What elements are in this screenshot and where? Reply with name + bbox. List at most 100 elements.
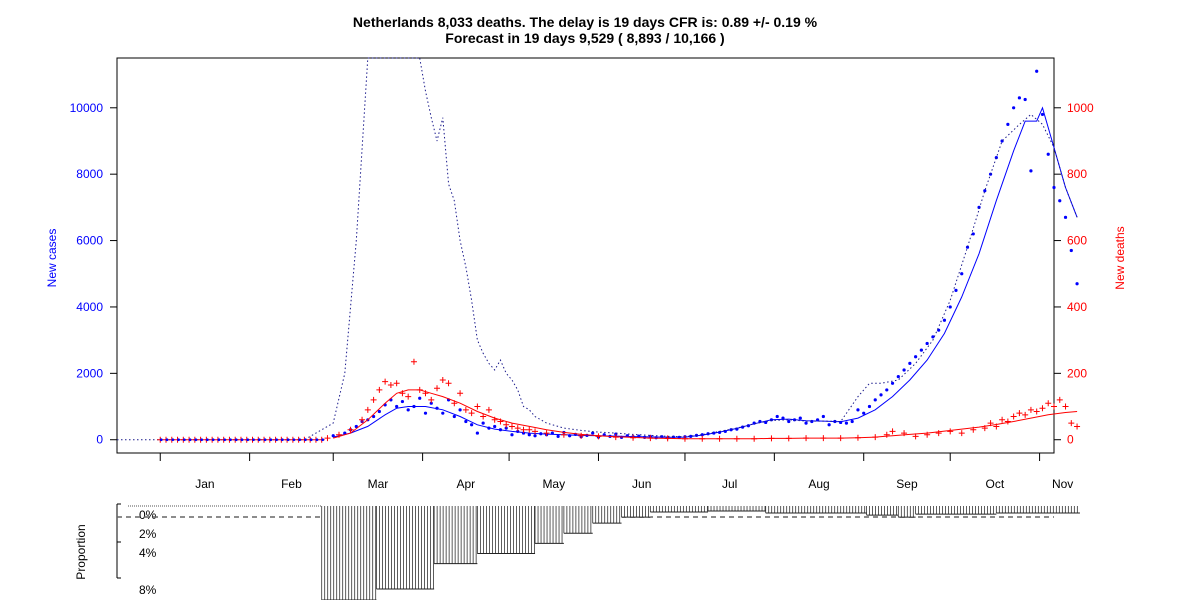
case-point xyxy=(286,438,290,442)
case-point xyxy=(591,431,595,435)
forecast-line xyxy=(117,57,1078,441)
proportion-bar-bg xyxy=(563,506,593,534)
case-point xyxy=(908,361,912,365)
death-point xyxy=(883,431,890,438)
x-tick-label-jun: Jun xyxy=(632,477,651,491)
proportion-axis-label: Proportion xyxy=(74,524,88,579)
death-point xyxy=(508,423,515,430)
chart-title: Netherlands 8,033 deaths. The delay is 1… xyxy=(353,14,818,30)
case-point xyxy=(1040,112,1045,117)
x-tick-label-may: May xyxy=(542,477,565,491)
case-point xyxy=(1023,97,1027,102)
death-point xyxy=(1068,420,1075,427)
y-axis-left: 0 2000 4000 6000 8000 10000 xyxy=(70,101,118,447)
death-point xyxy=(485,406,492,413)
y-axis-right: 0 200 400 600 800 1000 xyxy=(1053,101,1094,447)
death-point xyxy=(347,426,354,433)
death-point xyxy=(370,396,377,403)
x-tick-label-jan: Jan xyxy=(195,477,214,491)
case-point xyxy=(406,408,410,412)
death-point xyxy=(543,430,550,437)
death-point xyxy=(947,428,954,435)
case-point xyxy=(948,305,952,309)
proportion-bar-bg xyxy=(915,506,997,515)
series-2-dotted xyxy=(117,57,1078,441)
y-tick-label-right-1: 200 xyxy=(1067,366,1087,380)
case-point xyxy=(896,375,900,379)
y-tick-label-right-4: 800 xyxy=(1067,167,1087,181)
y-axis-label-right: New deaths xyxy=(1113,226,1127,289)
x-tick-label-aug: Aug xyxy=(808,477,829,491)
case-point xyxy=(458,408,462,412)
proportion-bars xyxy=(128,505,1080,600)
death-point xyxy=(526,426,533,433)
y-axis-label-left: New cases xyxy=(45,229,59,288)
case-point xyxy=(931,335,935,339)
x-tick-label-mar: Mar xyxy=(368,477,389,491)
case-point xyxy=(377,409,381,414)
case-point xyxy=(423,411,428,415)
case-point xyxy=(942,318,947,322)
proportion-bar-bg xyxy=(866,506,899,516)
proportion-bar-bg xyxy=(765,506,867,514)
death-point xyxy=(382,378,389,385)
death-point xyxy=(889,428,896,435)
death-point xyxy=(595,433,602,440)
y-tick-label-left-4: 8000 xyxy=(76,167,103,181)
death-point xyxy=(1027,406,1034,413)
case-point xyxy=(954,288,958,292)
death-point xyxy=(324,435,331,442)
case-point xyxy=(240,438,244,442)
death-point xyxy=(1056,396,1063,403)
case-point xyxy=(775,414,779,419)
proportion-tick-label-3: 8% xyxy=(139,583,157,597)
case-point xyxy=(1012,106,1016,110)
case-point xyxy=(1069,248,1073,253)
case-point xyxy=(194,438,198,442)
case-point xyxy=(475,431,479,435)
case-point xyxy=(309,438,313,442)
series-1-line xyxy=(333,106,1078,438)
case-point xyxy=(429,401,433,405)
case-point xyxy=(234,438,238,442)
case-point xyxy=(971,232,975,236)
case-point xyxy=(1029,169,1033,173)
y-tick-label-left-3: 6000 xyxy=(76,234,103,248)
death-point xyxy=(468,410,475,417)
death-point xyxy=(462,406,469,413)
proportion-tick-label-2: 4% xyxy=(139,546,157,560)
case-point xyxy=(217,438,221,442)
death-point xyxy=(1010,413,1017,420)
case-point xyxy=(280,438,284,442)
case-point xyxy=(464,419,468,424)
death-point xyxy=(457,390,464,397)
case-point xyxy=(159,438,163,442)
death-point xyxy=(958,430,965,437)
case-point xyxy=(252,438,255,442)
case-point xyxy=(533,434,537,438)
case-point xyxy=(223,438,227,442)
case-point xyxy=(493,424,497,429)
case-point xyxy=(873,398,877,402)
death-point xyxy=(405,393,412,400)
case-point xyxy=(395,404,399,409)
proportion-tick-label-0: 0% xyxy=(139,508,157,522)
x-tick-label-feb: Feb xyxy=(281,477,302,491)
smoothed-line xyxy=(333,106,1078,438)
case-point xyxy=(229,438,232,442)
y-tick-label-left-1: 2000 xyxy=(76,366,103,380)
death-point xyxy=(1045,400,1052,407)
case-point xyxy=(304,438,307,442)
case-point xyxy=(400,399,405,404)
case-point xyxy=(269,438,273,442)
case-point xyxy=(821,414,825,419)
case-point xyxy=(275,438,278,442)
death-point xyxy=(999,416,1006,423)
death-point xyxy=(376,386,383,393)
series-layer xyxy=(117,57,1081,443)
case-point xyxy=(914,355,918,359)
x-tick-label-oct: Oct xyxy=(986,477,1005,491)
case-point xyxy=(292,438,296,442)
death-point xyxy=(1033,408,1040,415)
